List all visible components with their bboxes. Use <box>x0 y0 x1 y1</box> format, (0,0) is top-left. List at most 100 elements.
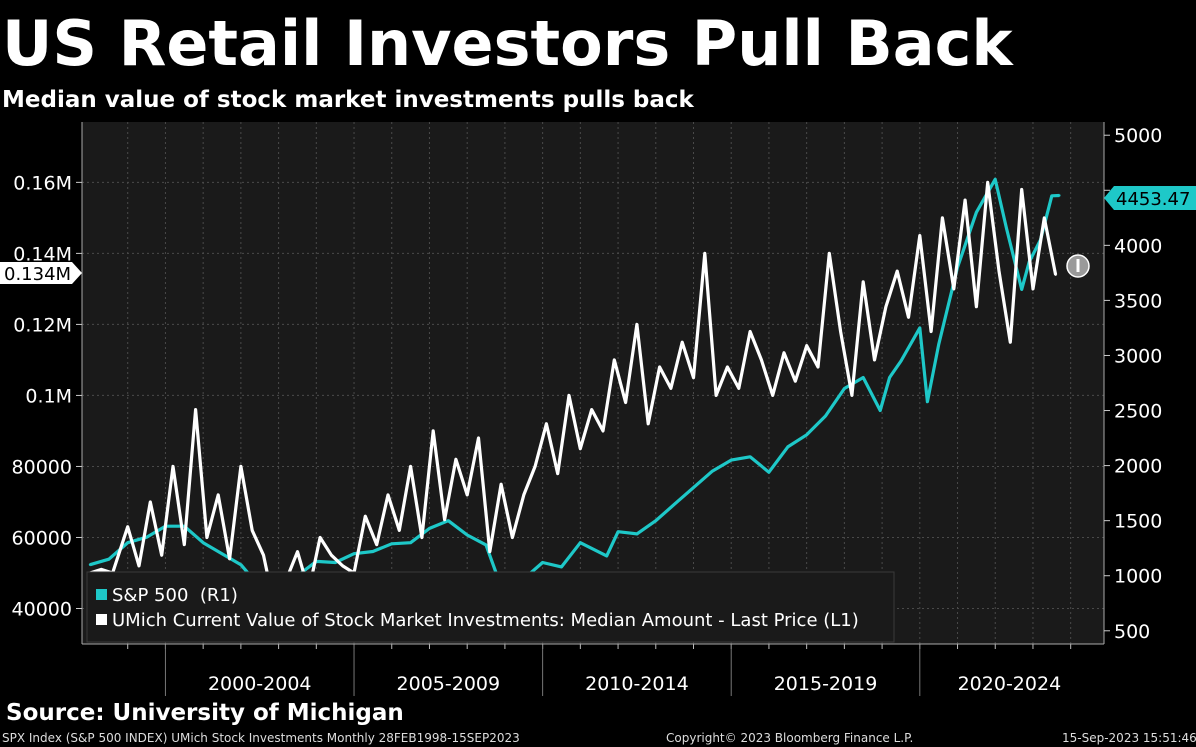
umich-point <box>624 401 627 404</box>
umich-point <box>963 198 967 202</box>
umich-point <box>1043 216 1046 220</box>
umich-point <box>160 554 163 557</box>
sp500-point <box>937 343 940 346</box>
right-tick-label: 5000 <box>1114 125 1162 147</box>
umich-point <box>533 465 537 468</box>
umich-point <box>726 365 729 369</box>
umich-point <box>239 465 243 468</box>
umich-point <box>737 387 740 390</box>
right-tick-label: 1000 <box>1114 566 1162 588</box>
chart-subtitle: Median value of stock market investments… <box>2 87 694 113</box>
grid <box>82 122 1104 644</box>
sp500-point <box>879 409 882 412</box>
umich-point <box>126 525 129 529</box>
umich-point <box>100 568 103 571</box>
umich-point <box>228 557 231 560</box>
sp500-point <box>390 542 393 545</box>
umich-point <box>862 280 865 283</box>
sp500-point <box>352 552 356 555</box>
umich-point <box>590 408 593 411</box>
umich-point <box>907 316 910 319</box>
legend-label-sp500: S&P 500 (R1) <box>112 585 238 606</box>
umich-point <box>217 493 220 497</box>
sp500-point <box>975 211 978 214</box>
umich-point <box>1031 287 1035 291</box>
right-tick-label: 2500 <box>1114 401 1162 423</box>
umich-point <box>918 234 922 237</box>
source-note: Source: University of Michigan <box>6 700 404 726</box>
sp500-point <box>635 532 639 536</box>
x-tick-label: 2005-2009 <box>397 673 501 695</box>
umich-point <box>782 351 786 355</box>
right-tick-label: 3500 <box>1114 290 1162 312</box>
umich-last-value: 0.134M <box>4 264 71 285</box>
sp500-point <box>1005 227 1008 231</box>
sp500-point <box>239 563 243 566</box>
left-tick-label: 0.12M <box>13 314 72 336</box>
sp500-point <box>126 541 129 544</box>
umich-point <box>692 376 695 379</box>
right-tick-label: 2000 <box>1114 456 1162 478</box>
plot-area <box>82 122 1104 644</box>
umich-point <box>1054 273 1057 276</box>
sp500-point <box>541 561 544 564</box>
umich-point <box>647 422 650 426</box>
umich-point <box>511 536 514 539</box>
sp500-point <box>371 550 375 553</box>
umich-point <box>364 514 367 518</box>
umich-point <box>420 536 424 539</box>
sp500-point <box>447 519 450 522</box>
sp500-point <box>748 455 752 458</box>
sp500-point <box>333 561 337 564</box>
sp500-point <box>711 469 714 473</box>
umich-point <box>477 436 480 440</box>
sp500-point <box>918 326 922 330</box>
footer-bar: SPX Index (S&P 500 INDEX) UMich Stock In… <box>0 729 1196 747</box>
legend: S&P 500 (R1) UMich Current Value of Stoc… <box>86 571 895 643</box>
right-tick-label: 3000 <box>1114 345 1162 367</box>
sp500-point <box>899 359 903 363</box>
sp500-last-value-badge <box>1104 186 1196 210</box>
umich-point <box>997 269 1001 273</box>
umich-point <box>375 543 378 546</box>
sp500-point <box>824 414 827 418</box>
sp500-point <box>805 433 808 436</box>
umich-point <box>805 344 808 347</box>
footer-copyright: Copyright© 2023 Bloomberg Finance L.P. <box>666 731 914 745</box>
left-axis: 40000 60000 80000 0.1M 0.12M 0.14M 0.16M <box>12 122 83 644</box>
umich-point <box>341 564 344 568</box>
sp500-point <box>888 376 891 379</box>
umich-point <box>613 358 616 362</box>
umich-point <box>794 380 797 383</box>
sp500-point <box>862 376 865 379</box>
right-axis: 500 1000 1500 2000 2500 3000 3500 4000 5000 <box>1103 122 1162 644</box>
sp500-point <box>654 519 657 522</box>
right-tick-label: 4000 <box>1114 235 1162 257</box>
umich-point <box>986 181 989 184</box>
umich-point <box>443 518 446 521</box>
umich-point <box>1020 188 1023 191</box>
x-tick-label: 2015-2019 <box>774 673 878 695</box>
umich-point <box>658 365 661 369</box>
x-tick-label: 2020-2024 <box>958 673 1062 695</box>
umich-point <box>828 252 831 255</box>
left-tick-label: 0.16M <box>13 172 72 194</box>
umich-point <box>545 422 548 426</box>
umich-point <box>703 252 707 255</box>
left-tick-label: 80000 <box>12 456 72 478</box>
sp500-point <box>220 552 224 555</box>
left-tick-label: 60000 <box>12 527 72 549</box>
x-tick-label: 2010-2014 <box>585 673 689 695</box>
sp500-point <box>428 527 431 530</box>
x-axis: 2000-2004 2005-2009 2010-2014 2015-2019 2020… <box>82 643 1104 696</box>
right-tick-label: 1500 <box>1114 511 1162 533</box>
sp500-point <box>605 554 608 558</box>
umich-point <box>262 554 265 557</box>
sp500-point <box>201 541 205 544</box>
umich-point <box>465 493 469 497</box>
umich-point <box>567 394 571 397</box>
sp500-point <box>786 445 789 449</box>
legend-swatch-sp500 <box>96 589 107 600</box>
x-tick-label: 2000-2004 <box>208 673 312 695</box>
umich-point <box>941 216 944 220</box>
